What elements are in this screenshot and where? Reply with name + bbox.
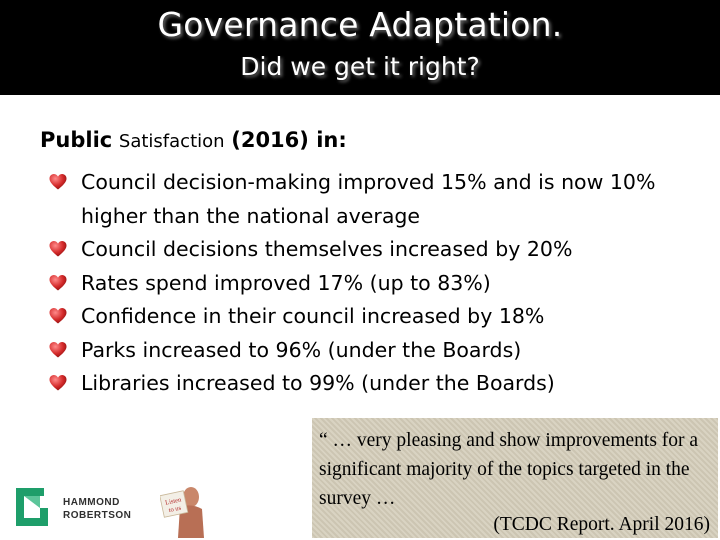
- list-item: Parks increased to 96% (under the Boards…: [48, 334, 688, 368]
- slide-subtitle: Did we get it right?: [240, 52, 480, 81]
- heart-icon: [49, 375, 67, 391]
- heart-icon: [49, 274, 67, 290]
- heart-icon: [49, 341, 67, 357]
- list-item-text: Rates spend improved 17% (up to 83%): [81, 270, 491, 295]
- heart-icon: [49, 308, 67, 324]
- title-bar: Governance Adaptation. Did we get it rig…: [0, 0, 720, 95]
- section-heading: Public Satisfaction (2016) in:: [40, 125, 347, 157]
- heart-icon: [49, 174, 67, 190]
- list-item: Council decision-making improved 15% and…: [48, 166, 688, 233]
- quote-box: “ … very pleasing and show improvements …: [312, 418, 718, 538]
- company-logo: HAMMOND ROBERTSON: [14, 486, 131, 532]
- heading-word-satisfaction: Satisfaction: [118, 131, 225, 152]
- satisfaction-list: Council decision-making improved 15% and…: [48, 166, 688, 401]
- list-item-text: Confidence in their council increased by…: [81, 304, 545, 328]
- quote-source: (TCDC Report. April 2016): [493, 514, 710, 535]
- logo-mark-icon: [16, 488, 48, 526]
- logo-text-line1: HAMMOND: [63, 497, 120, 508]
- list-item: Council decisions themselves increased b…: [48, 233, 688, 267]
- list-item-text: Council decisions themselves increased b…: [81, 237, 573, 261]
- svg-text:to us: to us: [168, 505, 182, 515]
- heading-year: (2016) in:: [231, 128, 347, 152]
- list-item: Libraries increased to 99% (under the Bo…: [48, 367, 688, 401]
- list-item-text: Libraries increased to 99% (under the Bo…: [81, 371, 555, 395]
- list-item-text: Parks increased to 96% (under the Boards…: [81, 337, 522, 362]
- list-item: Confidence in their council increased by…: [48, 300, 688, 334]
- quote-text: “ … very pleasing and show improvements …: [319, 430, 699, 509]
- slide-title: Governance Adaptation.: [157, 5, 563, 44]
- logo-text-line2: ROBERTSON: [63, 510, 132, 521]
- list-item: Rates spend improved 17% (up to 83%): [48, 267, 688, 301]
- heading-word-public: Public: [40, 128, 113, 152]
- protest-sign-figure: Listen to us: [160, 487, 204, 538]
- svg-text:Listen: Listen: [165, 496, 183, 506]
- list-item-text: Council decision-making improved 15% and…: [81, 170, 656, 228]
- heart-icon: [49, 241, 67, 257]
